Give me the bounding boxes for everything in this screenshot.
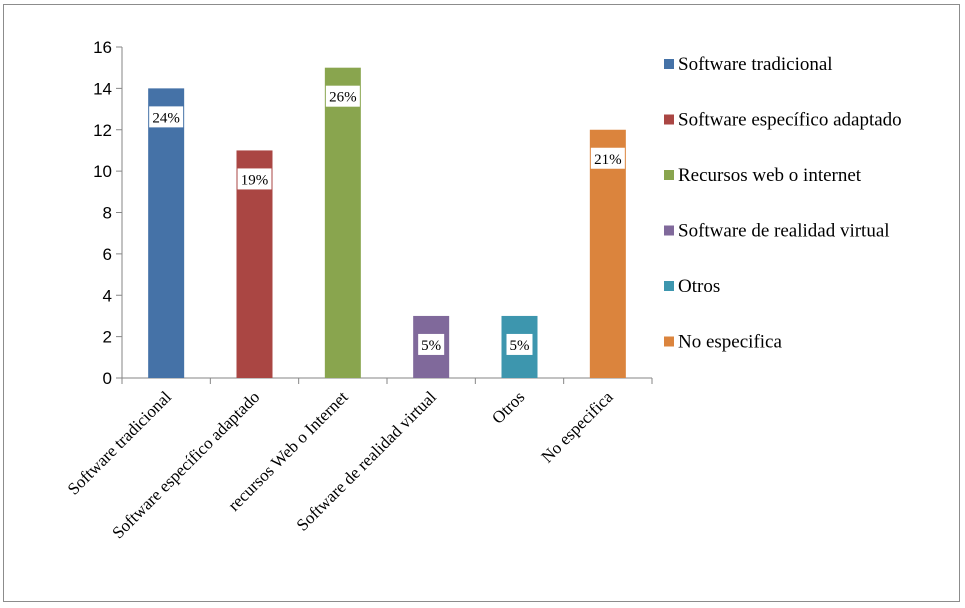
- bar: [148, 88, 185, 378]
- y-tick-label: 8: [103, 204, 112, 223]
- legend-swatch: [664, 170, 674, 180]
- legend-label: Recursos web o internet: [678, 165, 862, 186]
- data-label-bg: [506, 333, 533, 355]
- y-tick-label: 0: [103, 369, 112, 388]
- bars: [148, 67, 626, 378]
- legend-swatch: [664, 336, 674, 347]
- y-tick-label: 14: [93, 79, 112, 98]
- y-tick-label: 16: [93, 38, 112, 57]
- y-tick-label: 6: [103, 245, 112, 264]
- y-tick-label: 12: [93, 121, 112, 140]
- data-label: 5%: [421, 338, 441, 354]
- legend: Software tradicional Software específico …: [664, 54, 902, 353]
- data-label: 21%: [594, 152, 622, 168]
- data-label: 24%: [152, 110, 180, 126]
- data-label-bg: [237, 168, 272, 190]
- data-label: 26%: [329, 90, 357, 106]
- legend-swatch: [664, 281, 674, 291]
- legend-label: No especifica: [678, 332, 782, 353]
- data-label-bg: [149, 106, 184, 128]
- bar: [324, 67, 361, 378]
- legend-swatch: [664, 114, 674, 125]
- data-label-bg: [590, 147, 625, 169]
- data-label-bg: [418, 333, 445, 355]
- legend-swatch: [664, 225, 674, 236]
- legend-label: Software específico adaptado: [678, 110, 902, 131]
- y-tick-label: 4: [103, 286, 112, 305]
- x-category-label: Software específico adaptado: [108, 387, 263, 542]
- x-category-label: No especifica: [537, 387, 617, 467]
- legend-label: Otros: [678, 276, 720, 297]
- data-label: 5%: [510, 338, 530, 354]
- y-tick-label: 10: [93, 162, 112, 181]
- x-category-label: Software de realidad virtual: [293, 387, 440, 534]
- legend-swatch: [664, 59, 674, 69]
- bar: [589, 129, 626, 378]
- data-label: 19%: [241, 172, 269, 188]
- data-labels: 24% 19% 26% 5% 5% 21%: [149, 85, 625, 355]
- y-tick-label: 2: [103, 328, 112, 347]
- legend-label: Software tradicional: [678, 54, 833, 75]
- data-label-bg: [325, 85, 360, 107]
- legend-label: Software de realidad virtual: [678, 221, 890, 242]
- x-category-label: Otros: [488, 387, 528, 427]
